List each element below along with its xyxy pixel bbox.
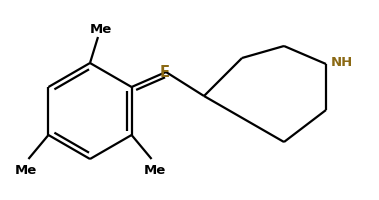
Text: E: E: [160, 65, 170, 80]
Text: Me: Me: [143, 163, 166, 176]
Text: Me: Me: [14, 163, 36, 176]
Text: Me: Me: [90, 23, 112, 36]
Text: NH: NH: [331, 55, 353, 68]
